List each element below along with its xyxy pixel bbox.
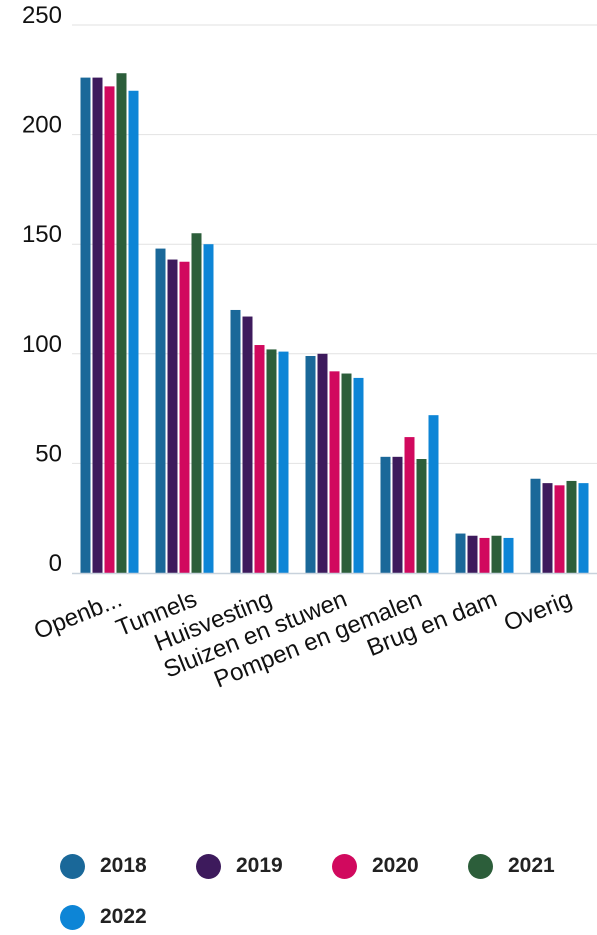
legend-swatch [332, 853, 357, 879]
y-tick-label: 250 [22, 2, 62, 29]
bar-2021-0 [116, 73, 127, 573]
bar-2018-5 [455, 533, 466, 573]
bar-2022-0 [128, 90, 139, 573]
bar-2021-2 [266, 349, 277, 573]
bar-2020-6 [554, 485, 565, 573]
bar-2020-3 [329, 371, 340, 573]
bar-2019-6 [542, 483, 553, 573]
bar-2022-6 [578, 483, 589, 573]
bar-2018-2 [230, 309, 241, 573]
legend-label: 2020 [372, 854, 419, 877]
legend-item-2018: 2018 [60, 848, 147, 884]
y-tick-label: 0 [49, 550, 62, 577]
bar-2021-6 [566, 480, 577, 573]
bar-2022-1 [203, 244, 214, 573]
legend-label: 2021 [508, 854, 555, 877]
x-category-label: Openb... [30, 586, 125, 646]
y-axis-ticks: 0 50 100 150 200 250 [22, 2, 62, 577]
legend-item-2022: 2022 [60, 899, 147, 935]
legend-item-2021: 2021 [468, 848, 555, 884]
legend-swatch [60, 904, 85, 930]
bar-2020-2 [254, 345, 265, 573]
bar-2020-0 [104, 86, 115, 573]
y-tick-label: 150 [22, 221, 62, 248]
bar-2022-2 [278, 351, 289, 573]
y-tick-label: 100 [22, 331, 62, 358]
bar-2022-4 [428, 415, 439, 573]
bar-2021-3 [341, 373, 352, 573]
bar-2019-3 [317, 353, 328, 573]
bar-2022-3 [353, 377, 364, 573]
legend-swatch [468, 853, 493, 879]
bar-2019-2 [242, 316, 253, 573]
y-tick-label: 200 [22, 112, 62, 139]
bar-2018-6 [530, 478, 541, 573]
bar-2020-1 [179, 261, 190, 573]
bar-2019-0 [92, 77, 103, 573]
bars [80, 73, 589, 574]
legend-swatch [196, 853, 221, 879]
bar-2020-5 [479, 537, 490, 573]
bar-2019-1 [167, 259, 178, 573]
bar-2018-4 [380, 456, 391, 573]
legend-swatch [60, 853, 85, 879]
y-tick-label: 50 [35, 440, 62, 467]
bar-2021-1 [191, 233, 202, 574]
bar-2020-4 [404, 437, 415, 573]
bar-2018-0 [80, 77, 91, 573]
bar-2019-5 [467, 535, 478, 573]
bar-2021-5 [491, 535, 502, 573]
legend-label: 2019 [236, 854, 283, 877]
bar-2018-3 [305, 355, 316, 573]
bar-2021-4 [416, 459, 427, 573]
bar-2022-5 [503, 537, 514, 573]
x-category-label: Overig [500, 586, 576, 638]
legend-item-2020: 2020 [332, 848, 419, 884]
bar-2019-4 [392, 456, 403, 573]
bar-2018-1 [155, 248, 166, 574]
legend-item-2019: 2019 [196, 848, 283, 884]
legend-label: 2018 [100, 854, 147, 877]
legend-label: 2022 [100, 905, 147, 928]
